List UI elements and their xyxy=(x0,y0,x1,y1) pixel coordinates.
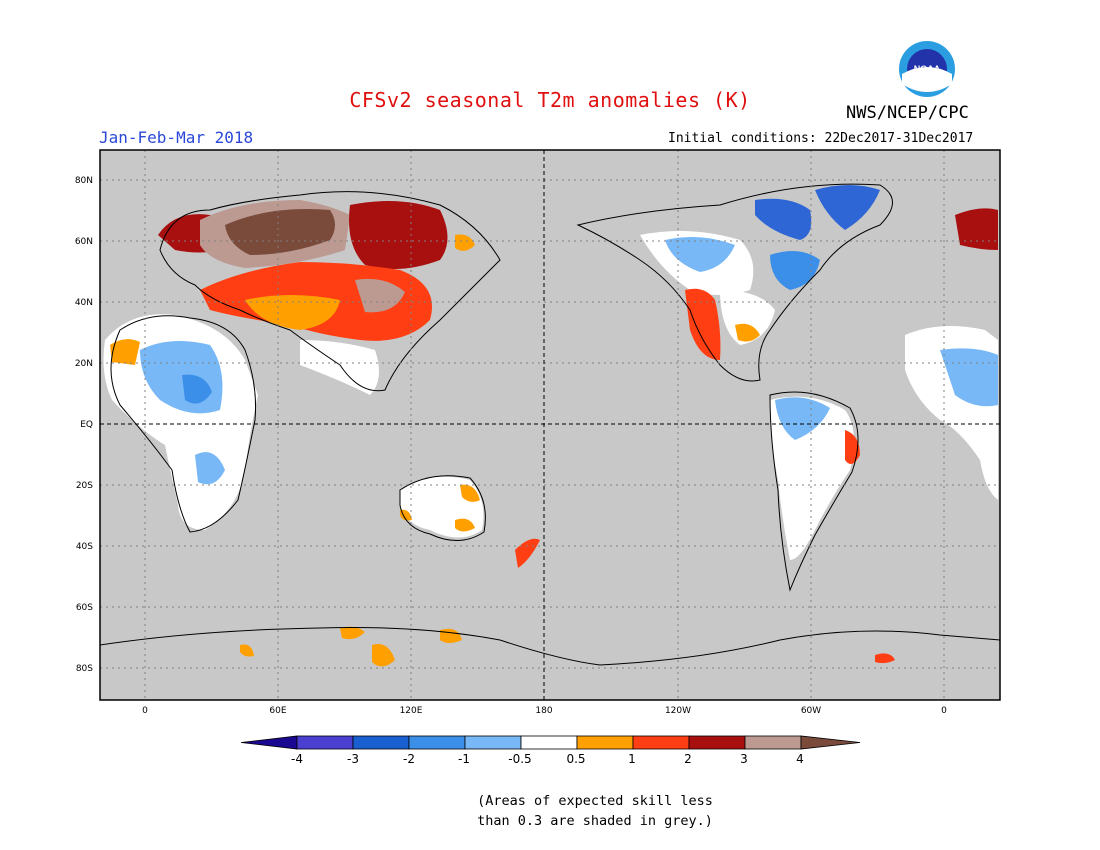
lat-label: 20S xyxy=(76,481,93,491)
australia-warm-1 xyxy=(460,484,480,502)
noaa-logo-text: NOAA xyxy=(914,64,941,74)
lon-label: 60E xyxy=(269,706,286,716)
colorbar-box xyxy=(296,735,354,750)
antarctica-warm-2 xyxy=(372,644,395,667)
antarctica-warm-4 xyxy=(240,644,254,657)
latitude-labels: 80N 60N 40N 20N EQ 20S 40S 60S 80S xyxy=(75,176,93,674)
graticule xyxy=(100,150,1000,700)
mongolia-anomaly xyxy=(355,278,405,313)
colorbar-label: -2 xyxy=(403,752,415,766)
colorbar-label: 0.5 xyxy=(566,752,585,766)
lat-label: 40S xyxy=(76,542,93,552)
footnote-line-1: (Areas of expected skill less xyxy=(477,793,713,809)
lon-label: 120E xyxy=(400,706,423,716)
west-africa-warm xyxy=(110,339,140,365)
southwest-us-warm xyxy=(685,288,721,360)
footnote-line-2: than 0.3 are shaded in grey.) xyxy=(477,813,713,829)
colorbar-label: 2 xyxy=(684,752,692,766)
australia-warm-3 xyxy=(400,509,412,521)
noaa-logo: NOAA xyxy=(899,41,955,97)
western-siberia-anomaly xyxy=(225,209,335,255)
scandinavia-repeat-warm xyxy=(955,208,998,250)
lat-label: EQ xyxy=(80,420,93,430)
greenland-cool xyxy=(815,185,880,230)
lat-label: 20N xyxy=(75,359,93,369)
colorbar-box xyxy=(352,735,410,750)
initial-conditions-label: Initial conditions: 22Dec2017-31Dec2017 xyxy=(668,131,974,146)
colorbar-label: 4 xyxy=(796,752,804,766)
lat-label: 80N xyxy=(75,176,93,186)
colorbar-box xyxy=(688,735,746,750)
eastern-canada-cool xyxy=(770,251,820,290)
coastlines xyxy=(99,183,1001,666)
middle-east-warm xyxy=(245,295,340,330)
gulf-coast-warm xyxy=(735,323,760,342)
season-label: Jan-Feb-Mar 2018 xyxy=(99,128,254,147)
colorbar: -4 -3 -2 -1 -0.5 0.5 1 2 3 4 xyxy=(240,735,861,766)
antarctica-warm-5 xyxy=(875,653,895,664)
lon-label: 60W xyxy=(801,706,821,716)
southern-africa-cool xyxy=(195,452,225,485)
lat-label: 80S xyxy=(76,664,93,674)
map-frame xyxy=(99,149,1001,701)
anomaly-fields xyxy=(103,185,998,667)
lon-label: 180 xyxy=(535,706,552,716)
western-canada-cool xyxy=(665,236,735,272)
lon-label: 0 xyxy=(142,706,148,716)
lon-label: 120W xyxy=(665,706,691,716)
colorbar-boxes xyxy=(240,735,861,750)
colorbar-label: 3 xyxy=(740,752,748,766)
skill-footnote: (Areas of expected skill less than 0.3 a… xyxy=(0,791,1100,831)
central-siberia-warm xyxy=(349,201,448,269)
amazon-cool xyxy=(775,397,830,440)
colorbar-label: -1 xyxy=(458,752,470,766)
colorbar-box xyxy=(744,735,802,750)
colorbar-label: -0.5 xyxy=(508,752,531,766)
map-title: CFSv2 seasonal T2m anomalies (K) xyxy=(349,88,751,112)
lon-label: 0 xyxy=(941,706,947,716)
sahara-cool-core xyxy=(182,374,212,404)
colorbar-box xyxy=(632,735,690,750)
australia-warm-2 xyxy=(455,518,475,532)
colorbar-box xyxy=(576,735,634,750)
colorbar-arrow-right xyxy=(800,735,861,750)
colorbar-labels: -4 -3 -2 -1 -0.5 0.5 1 2 3 4 xyxy=(291,752,804,766)
india-white xyxy=(300,340,379,395)
hudson-bay-cool xyxy=(755,198,812,240)
antarctica-warm-1 xyxy=(340,626,365,640)
lat-label: 60N xyxy=(75,237,93,247)
colorbar-label: 1 xyxy=(628,752,636,766)
lat-label: 60S xyxy=(76,603,93,613)
colorbar-box xyxy=(520,735,578,750)
lat-label: 40N xyxy=(75,298,93,308)
eastern-us-white xyxy=(720,290,775,345)
colorbar-arrow-left xyxy=(240,735,298,750)
colorbar-label: -3 xyxy=(347,752,359,766)
colorbar-box xyxy=(464,735,522,750)
agency-label: NWS/NCEP/CPC xyxy=(846,103,969,123)
colorbar-box xyxy=(408,735,466,750)
colorbar-label: -4 xyxy=(291,752,303,766)
kamchatka-warm xyxy=(455,234,475,251)
south-america-white xyxy=(770,396,854,560)
world-map: 80N 60N 40N 20N EQ 20S 40S 60S 80S 0 60E… xyxy=(75,149,1001,716)
longitude-labels: 0 60E 120E 180 120W 60W 0 xyxy=(142,706,947,716)
noaa-logo-wave xyxy=(902,67,952,92)
